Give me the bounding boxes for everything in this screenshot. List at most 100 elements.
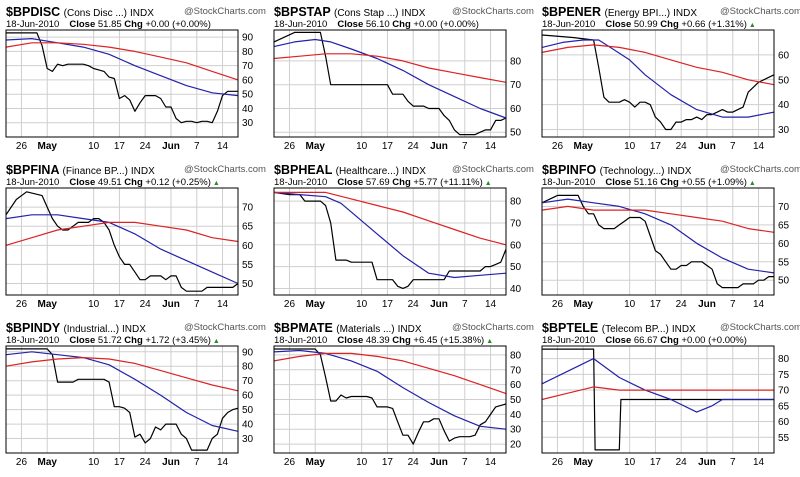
chg-label: Chg	[392, 177, 411, 188]
chart-panel[interactable]: $BPMATE (Materials ...) INDX @StockCharts.…	[272, 319, 536, 476]
chart-panel[interactable]: $BPHEAL (Healthcare...) INDX @StockCharts.…	[272, 161, 536, 318]
y-tick-label: 40	[778, 100, 790, 111]
date-label: 18-Jun-2010	[542, 177, 596, 188]
chg-value: +1.72 (+3.45%)	[145, 335, 211, 346]
exchange-label: INDX	[401, 8, 426, 19]
date-label: 18-Jun-2010	[542, 335, 596, 346]
y-tick-label: 60	[510, 240, 522, 251]
x-tick-label: May	[574, 299, 594, 310]
brand-label: @StockCharts.com	[184, 322, 266, 333]
chart-panel[interactable]: $BPTELE (Telecom BP...) INDX @StockCharts.…	[540, 319, 800, 476]
brand-label: @StockCharts.com	[452, 6, 534, 17]
series-line-ma_long	[5, 356, 239, 392]
chart-title: $BPINDY (Industrial...) INDX	[6, 321, 146, 335]
stockcharts-brand: @StockCharts.com	[720, 322, 800, 333]
price-chart: 40 50 60 70 80 26 May 10 17 24 Jun 7 14	[273, 187, 522, 310]
x-tick-label: 10	[624, 299, 636, 310]
symbol-label: $BPDISC	[6, 5, 61, 19]
y-tick-label: 30	[778, 125, 790, 136]
close-value: 51.85	[97, 19, 122, 30]
series-line-price	[6, 32, 238, 124]
description-label: (Technology...)	[599, 166, 665, 177]
x-tick-label: Jun	[162, 457, 180, 468]
x-tick-label: 17	[382, 457, 394, 468]
x-tick-label: 10	[88, 299, 100, 310]
chart-title: $BPDISC (Cons Disc ...) INDX	[6, 5, 154, 19]
exchange-label: INDX	[671, 324, 696, 335]
chart-title: $BPENER (Energy BPI...) INDX	[542, 5, 697, 19]
date-label: 18-Jun-2010	[542, 19, 596, 30]
series-line-ma_short	[273, 349, 507, 430]
x-tick-label: 24	[408, 299, 420, 310]
y-tick-label: 50	[510, 262, 522, 273]
x-tick-label: 10	[356, 457, 368, 468]
chg-label: Chg	[660, 177, 679, 188]
stockcharts-brand: @StockCharts.com	[720, 164, 800, 175]
series-line-ma_long	[541, 205, 775, 233]
chg-value: +6.45 (+15.38%)	[413, 335, 485, 346]
x-tick-label: 7	[194, 141, 200, 152]
x-tick-label: 26	[284, 457, 296, 468]
quote-line: 18-Jun-2010 Close 49.51 Chg +0.12 (+0.25%…	[6, 177, 220, 188]
description-label: (Telecom BP...)	[601, 324, 669, 335]
plot-frame	[273, 345, 507, 454]
series-line-price	[274, 348, 507, 445]
close-value: 48.39	[365, 335, 390, 346]
y-tick-label: 30	[510, 425, 522, 436]
chart-panel[interactable]: $BPFINA (Finance BP...) INDX @StockCharts.…	[4, 161, 268, 318]
close-label: Close	[69, 335, 96, 346]
x-tick-label: 26	[284, 299, 296, 310]
y-tick-label: 50	[242, 279, 254, 290]
series-line-ma_long	[273, 53, 507, 83]
chart-panel[interactable]: $BPENER (Energy BPI...) INDX @StockCharts.…	[540, 3, 800, 160]
chart-title: $BPSTAP (Cons Stap ...) INDX	[274, 5, 425, 19]
close-value: 51.72	[97, 335, 122, 346]
series-line-price	[273, 31, 507, 136]
x-tick-label: Jun	[430, 141, 448, 152]
exchange-label: INDX	[673, 8, 698, 19]
x-tick-label: 10	[88, 141, 100, 152]
series-line-price	[542, 348, 774, 451]
quote-line: 18-Jun-2010 Close 51.16 Chg +0.55 (+1.09%…	[542, 177, 756, 188]
close-value: 57.69	[365, 177, 390, 188]
stockcharts-brand: @StockCharts.com	[184, 6, 266, 17]
y-tick-label: 65	[242, 222, 254, 233]
chart-panel[interactable]: $BPDISC (Cons Disc ...) INDX @StockCharts.…	[4, 3, 268, 160]
x-tick-label: 24	[140, 141, 152, 152]
y-tick-label: 80	[242, 47, 254, 58]
chart-panel[interactable]: $BPSTAP (Cons Stap ...) INDX @StockCharts.…	[272, 3, 536, 160]
x-tick-label: May	[38, 299, 58, 310]
stockcharts-brand: @StockCharts.com	[452, 164, 534, 175]
quote-line: 18-Jun-2010 Close 51.72 Chg +1.72 (+3.45%…	[6, 335, 220, 346]
close-value: 50.99	[633, 19, 658, 30]
x-tick-label: 17	[382, 299, 394, 310]
y-tick-label: 50	[242, 405, 254, 416]
brand-label: @StockCharts.com	[184, 6, 266, 17]
y-tick-label: 60	[510, 104, 522, 115]
y-tick-label: 70	[510, 218, 522, 229]
y-tick-label: 70	[242, 376, 254, 387]
symbol-label: $BPTELE	[542, 321, 599, 335]
description-label: (Finance BP...)	[62, 166, 128, 177]
x-tick-label: 24	[408, 457, 420, 468]
series-line-price	[541, 194, 774, 289]
y-tick-label: 50	[242, 90, 254, 101]
y-tick-label: 40	[510, 410, 522, 421]
x-tick-label: 7	[462, 457, 468, 468]
x-tick-label: 17	[382, 141, 394, 152]
chart-panel[interactable]: $BPINFO (Technology...) INDX @StockCharts.…	[540, 161, 800, 318]
x-tick-label: Jun	[698, 457, 716, 468]
x-tick-label: Jun	[698, 299, 716, 310]
chart-title: $BPFINA (Finance BP...) INDX	[6, 163, 155, 177]
y-tick-label: 70	[242, 61, 254, 72]
y-tick-label: 60	[242, 75, 254, 86]
x-tick-label: 10	[88, 457, 100, 468]
chart-panel[interactable]: $BPINDY (Industrial...) INDX @StockCharts.…	[4, 319, 268, 476]
description-label: (Industrial...)	[63, 324, 120, 335]
y-tick-label: 80	[510, 56, 522, 67]
brand-label: @StockCharts.com	[720, 322, 800, 333]
y-tick-label: 90	[242, 347, 254, 358]
brand-label: @StockCharts.com	[720, 164, 800, 175]
x-tick-label: 26	[552, 141, 564, 152]
chg-value: +0.00 (+0.00%)	[413, 19, 479, 30]
